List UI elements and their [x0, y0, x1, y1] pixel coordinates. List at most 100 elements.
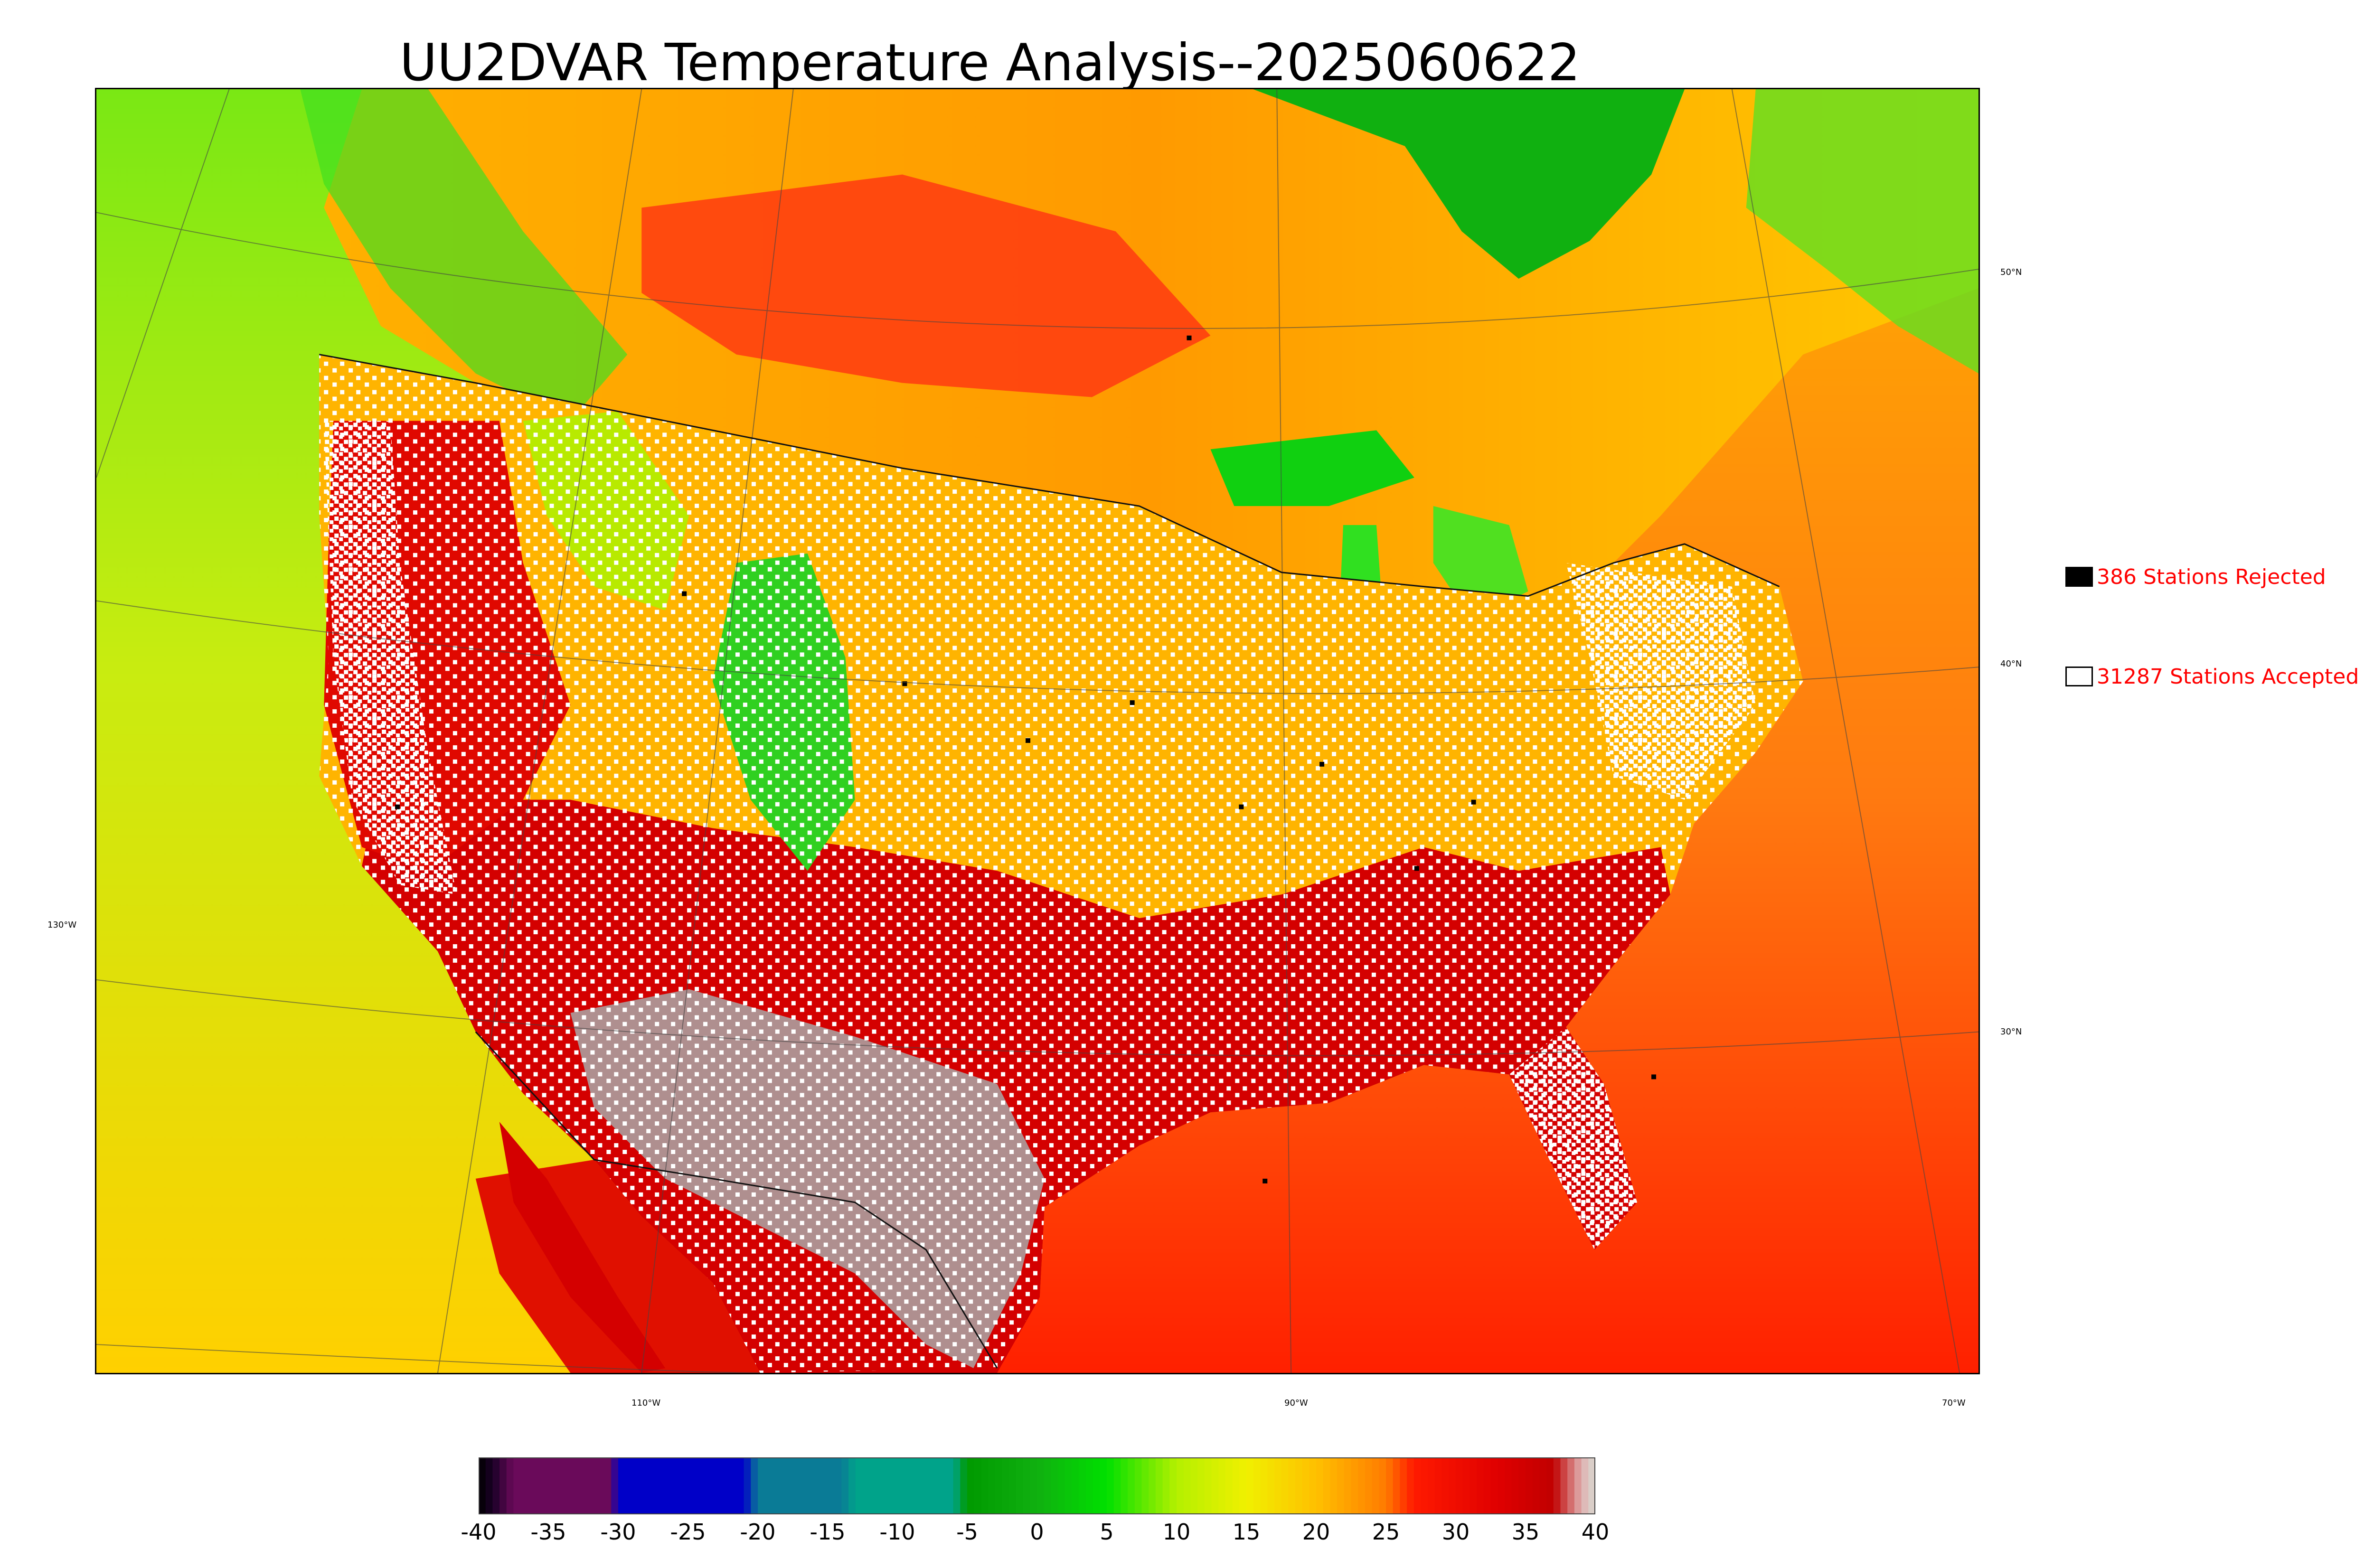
colorbar-segment [904, 1457, 912, 1514]
colorbar-segment [1393, 1457, 1400, 1514]
accepted-label: 31287 Stations Accepted [2097, 664, 2359, 689]
colorbar-segment [813, 1457, 821, 1514]
colorbar-segment [1574, 1457, 1582, 1514]
colorbar-segment [1295, 1457, 1303, 1514]
colorbar-tick-label: 25 [1372, 1519, 1400, 1545]
colorbar-segment [1372, 1457, 1379, 1514]
colorbar-segment [1281, 1457, 1289, 1514]
colorbar-segment [1239, 1457, 1247, 1514]
colorbar-segment [834, 1457, 842, 1514]
colorbar-segment [681, 1457, 688, 1514]
colorbar-segment [1490, 1457, 1498, 1514]
colorbar-segment [1141, 1457, 1149, 1514]
colorbar-segment [688, 1457, 696, 1514]
latitude-label-50n: 50°N [2000, 267, 2022, 277]
colorbar-segment [1581, 1457, 1589, 1514]
colorbar-segment [1441, 1457, 1449, 1514]
colorbar-segment [981, 1457, 989, 1514]
colorbar-segment [918, 1457, 926, 1514]
baja-california [499, 1122, 666, 1373]
legend-rejected: 386 Stations Rejected [2065, 565, 2326, 589]
colorbar-segment [1177, 1457, 1184, 1514]
colorbar-segment [632, 1457, 640, 1514]
colorbar-segment [590, 1457, 598, 1514]
colorbar-segment [492, 1457, 500, 1514]
colorbar-segment [1288, 1457, 1296, 1514]
colorbar-segment [1518, 1457, 1526, 1514]
colorbar-tick-label: -20 [740, 1519, 776, 1545]
colorbar-segment [1232, 1457, 1240, 1514]
colorbar-segment [1253, 1457, 1261, 1514]
colorbar-segment [653, 1457, 660, 1514]
colorbar-segment [1498, 1457, 1505, 1514]
colorbar-segment [1149, 1457, 1156, 1514]
colorbar-segment [1539, 1457, 1547, 1514]
colorbar-segment [1093, 1457, 1100, 1514]
hudson-bay [1253, 89, 1685, 279]
colorbar-segment [583, 1457, 591, 1514]
colorbar-segment [541, 1457, 549, 1514]
colorbar-segment [667, 1457, 675, 1514]
colorbar-tick-label: 40 [1581, 1519, 1610, 1545]
colorbar-segment [569, 1457, 577, 1514]
colorbar-segment [883, 1457, 891, 1514]
colorbar-segment [548, 1457, 556, 1514]
colorbar-segment [534, 1457, 542, 1514]
colorbar-segment [1553, 1457, 1561, 1514]
colorbar-tick-label: -30 [600, 1519, 636, 1545]
colorbar-tick-label: 30 [1441, 1519, 1470, 1545]
colorbar-segment [1079, 1457, 1086, 1514]
northeast-canada-green [1746, 89, 1978, 374]
colorbar-segment [1162, 1457, 1170, 1514]
colorbar-segment [527, 1457, 535, 1514]
colorbar-segment [1113, 1457, 1121, 1514]
colorbar-tick-label: -35 [530, 1519, 566, 1545]
colorbar-segment [1470, 1457, 1477, 1514]
colorbar-segment [1002, 1457, 1009, 1514]
colorbar-segment [911, 1457, 919, 1514]
colorbar-segment [1567, 1457, 1575, 1514]
temperature-map: 50°N 40°N 30°N [95, 88, 2022, 1374]
colorbar-segment [1225, 1457, 1233, 1514]
temperature-colorbar [479, 1457, 1595, 1514]
colorbar-segment [800, 1457, 807, 1514]
colorbar-segment [1351, 1457, 1358, 1514]
colorbar-segment [841, 1457, 849, 1514]
lake-superior [1210, 430, 1414, 507]
colorbar-segment [939, 1457, 947, 1514]
colorbar-segment [1477, 1457, 1484, 1514]
colorbar-segment [974, 1457, 981, 1514]
colorbar-segment [960, 1457, 968, 1514]
colorbar-segment [876, 1457, 884, 1514]
colorbar-segment [674, 1457, 681, 1514]
colorbar-segment [1211, 1457, 1219, 1514]
colorbar-segment [499, 1457, 507, 1514]
colorbar-tick-label: 0 [1030, 1519, 1044, 1545]
colorbar-segment [1526, 1457, 1533, 1514]
colorbar-segment [967, 1457, 975, 1514]
map-title: UU2DVAR Temperature Analysis--2025060622 [399, 33, 1581, 93]
colorbar-segment [730, 1457, 737, 1514]
dense-station-clusters-west [324, 421, 457, 895]
colorbar-segment [772, 1457, 779, 1514]
colorbar-tick-label: -5 [956, 1519, 978, 1545]
colorbar-segment [1107, 1457, 1114, 1514]
colorbar-segment [520, 1457, 528, 1514]
colorbar-segment [1483, 1457, 1491, 1514]
colorbar-segment [1456, 1457, 1463, 1514]
colorbar-segment [695, 1457, 702, 1514]
colorbar-segment [792, 1457, 800, 1514]
colorbar-segment [1400, 1457, 1407, 1514]
accepted-swatch [2065, 667, 2093, 686]
colorbar-segment [758, 1457, 765, 1514]
longitude-label-90w: 90°W [1284, 1398, 1308, 1408]
dense-station-clusters-east [1566, 563, 1756, 800]
colorbar-segment [611, 1457, 619, 1514]
colorbar-tick-label: -40 [461, 1519, 497, 1545]
colorbar-segment [660, 1457, 668, 1514]
colorbar-segment [1302, 1457, 1309, 1514]
longitude-label-110w: 110°W [631, 1398, 661, 1408]
colorbar-tick-label: 10 [1162, 1519, 1191, 1545]
colorbar-segment [1449, 1457, 1456, 1514]
colorbar-segment [1051, 1457, 1058, 1514]
